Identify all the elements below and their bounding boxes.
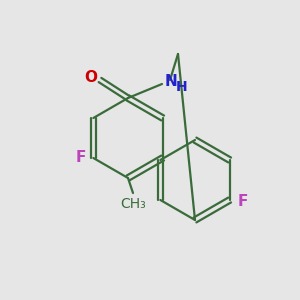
Text: CH₃: CH₃ [120, 197, 146, 211]
Text: N: N [165, 74, 178, 88]
Text: H: H [176, 80, 188, 94]
Text: F: F [75, 149, 85, 164]
Text: O: O [85, 70, 98, 85]
Text: F: F [238, 194, 248, 208]
